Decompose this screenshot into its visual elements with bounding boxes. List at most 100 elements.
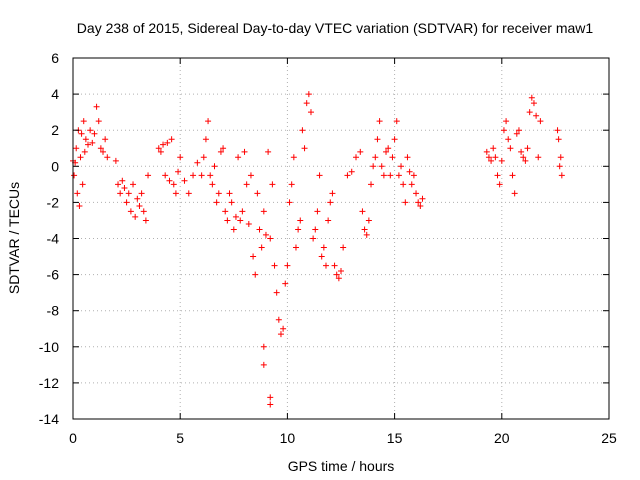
data-point	[260, 208, 267, 215]
data-point	[530, 100, 537, 107]
data-point	[374, 136, 381, 143]
y-tick-label: 4	[51, 86, 59, 102]
data-point	[228, 199, 235, 206]
data-point	[211, 163, 218, 170]
data-point	[348, 168, 355, 175]
data-point	[526, 109, 533, 116]
data-point	[252, 271, 259, 278]
data-point	[80, 118, 87, 125]
data-point	[496, 181, 503, 188]
data-point	[79, 181, 86, 188]
data-point	[76, 203, 83, 210]
data-point	[522, 157, 529, 164]
y-tick-label: -10	[39, 339, 59, 355]
data-point	[95, 118, 102, 125]
data-point	[138, 190, 145, 197]
data-point	[314, 208, 321, 215]
data-point	[117, 190, 124, 197]
data-point	[93, 103, 100, 110]
data-point	[175, 168, 182, 175]
data-point	[353, 154, 360, 161]
data-point	[112, 157, 119, 164]
data-point	[217, 148, 224, 155]
data-point	[511, 190, 518, 197]
data-point	[185, 190, 192, 197]
data-point	[359, 208, 366, 215]
x-tick-label: 15	[387, 430, 403, 446]
data-points	[70, 91, 565, 408]
data-point	[299, 127, 306, 134]
data-point	[385, 145, 392, 152]
data-point	[500, 127, 507, 134]
data-point	[494, 172, 501, 179]
data-point	[73, 145, 80, 152]
data-point	[239, 208, 246, 215]
data-point	[404, 154, 411, 161]
data-point	[256, 226, 263, 233]
data-point	[254, 190, 261, 197]
data-point	[513, 130, 520, 137]
y-tick-label: 6	[51, 50, 59, 66]
data-point	[243, 181, 250, 188]
data-point	[97, 145, 104, 152]
data-point	[387, 172, 394, 179]
data-point	[338, 267, 344, 274]
chart-title: Day 238 of 2015, Sidereal Day-to-day VTE…	[77, 20, 594, 36]
data-point	[155, 145, 162, 152]
data-point	[271, 262, 278, 269]
data-point	[557, 154, 564, 161]
data-point	[127, 208, 134, 215]
data-point	[102, 136, 109, 143]
data-point	[305, 91, 312, 98]
y-axis-label: SDTVAR / TECUs	[6, 182, 22, 294]
data-point	[320, 244, 327, 251]
data-point	[232, 213, 239, 220]
data-point	[265, 148, 272, 155]
data-point	[104, 154, 111, 161]
data-point	[194, 159, 201, 166]
data-point	[273, 289, 280, 296]
data-point	[509, 172, 516, 179]
data-point	[331, 262, 338, 269]
data-point	[119, 177, 126, 184]
y-axis-ticks: -14 -12 -10 -8 -6 -4 -2 0 2 4 6	[39, 50, 609, 427]
data-point	[389, 154, 396, 161]
data-point	[361, 226, 368, 233]
data-point	[245, 221, 252, 228]
data-point	[142, 217, 149, 224]
data-point	[505, 136, 512, 143]
data-point	[554, 127, 561, 134]
data-point	[533, 112, 540, 119]
data-point	[417, 203, 424, 210]
data-point	[260, 361, 267, 368]
data-point	[202, 136, 209, 143]
data-point	[488, 157, 495, 164]
data-point	[322, 262, 329, 269]
data-point	[376, 118, 383, 125]
data-point	[556, 163, 563, 170]
y-tick-label: -12	[39, 375, 59, 391]
data-point	[312, 226, 319, 233]
data-point	[140, 208, 147, 215]
data-point	[160, 141, 167, 148]
data-point	[297, 217, 304, 224]
data-point	[145, 172, 152, 179]
data-point	[335, 275, 342, 282]
data-point	[260, 343, 267, 350]
data-point	[275, 316, 282, 323]
data-point	[555, 136, 562, 143]
data-point	[357, 148, 364, 155]
data-point	[372, 154, 379, 161]
data-point	[235, 154, 242, 161]
data-point	[250, 253, 257, 260]
data-point	[115, 181, 122, 188]
data-point	[419, 195, 426, 202]
data-point	[318, 253, 325, 260]
data-point	[220, 145, 227, 152]
data-point	[269, 181, 276, 188]
data-point	[136, 203, 143, 210]
data-point	[413, 190, 420, 197]
data-point	[284, 262, 291, 269]
data-point	[277, 331, 284, 338]
